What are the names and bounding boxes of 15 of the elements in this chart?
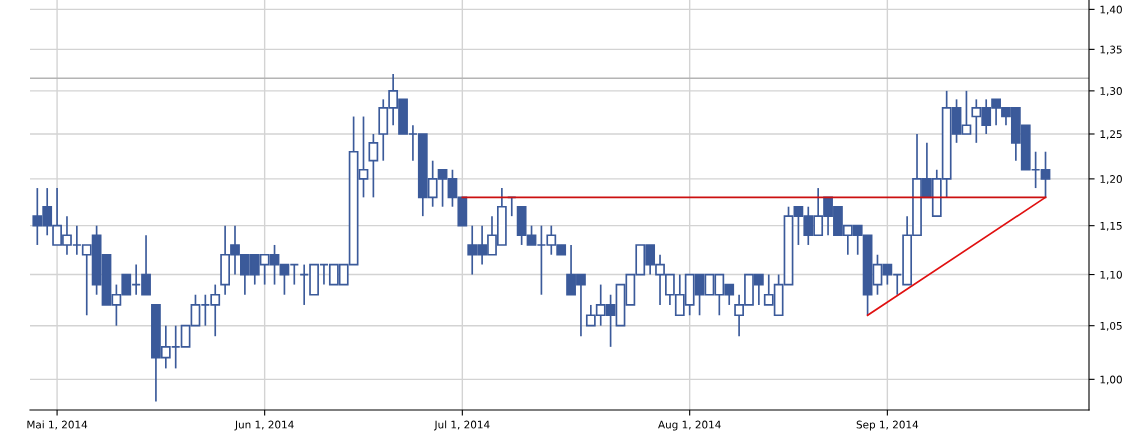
y-tick-label: 1,30 — [1100, 87, 1122, 97]
y-tick-label: 1,10 — [1100, 270, 1122, 280]
y-tick-label: 1,05 — [1100, 321, 1122, 331]
x-tick-label: Sep 1, 2014 — [856, 420, 919, 431]
y-tick-label: 1,25 — [1100, 130, 1122, 140]
y-tick-label: 1,40 — [1100, 5, 1122, 15]
y-tick-label: 1,35 — [1100, 45, 1122, 55]
x-tick-label: Jun 1, 2014 — [234, 420, 294, 431]
x-tick-label: Mai 1, 2014 — [27, 420, 88, 430]
y-tick-label: 1,15 — [1100, 222, 1122, 231]
y-tick-label: 1,20 — [1100, 175, 1122, 185]
x-tick-label: Aug 1, 2014 — [658, 420, 721, 431]
x-tick-label: Jul 1, 2014 — [433, 420, 490, 431]
candlestick — [368, 133, 379, 199]
y-tick-label: 1,00 — [1100, 375, 1122, 385]
